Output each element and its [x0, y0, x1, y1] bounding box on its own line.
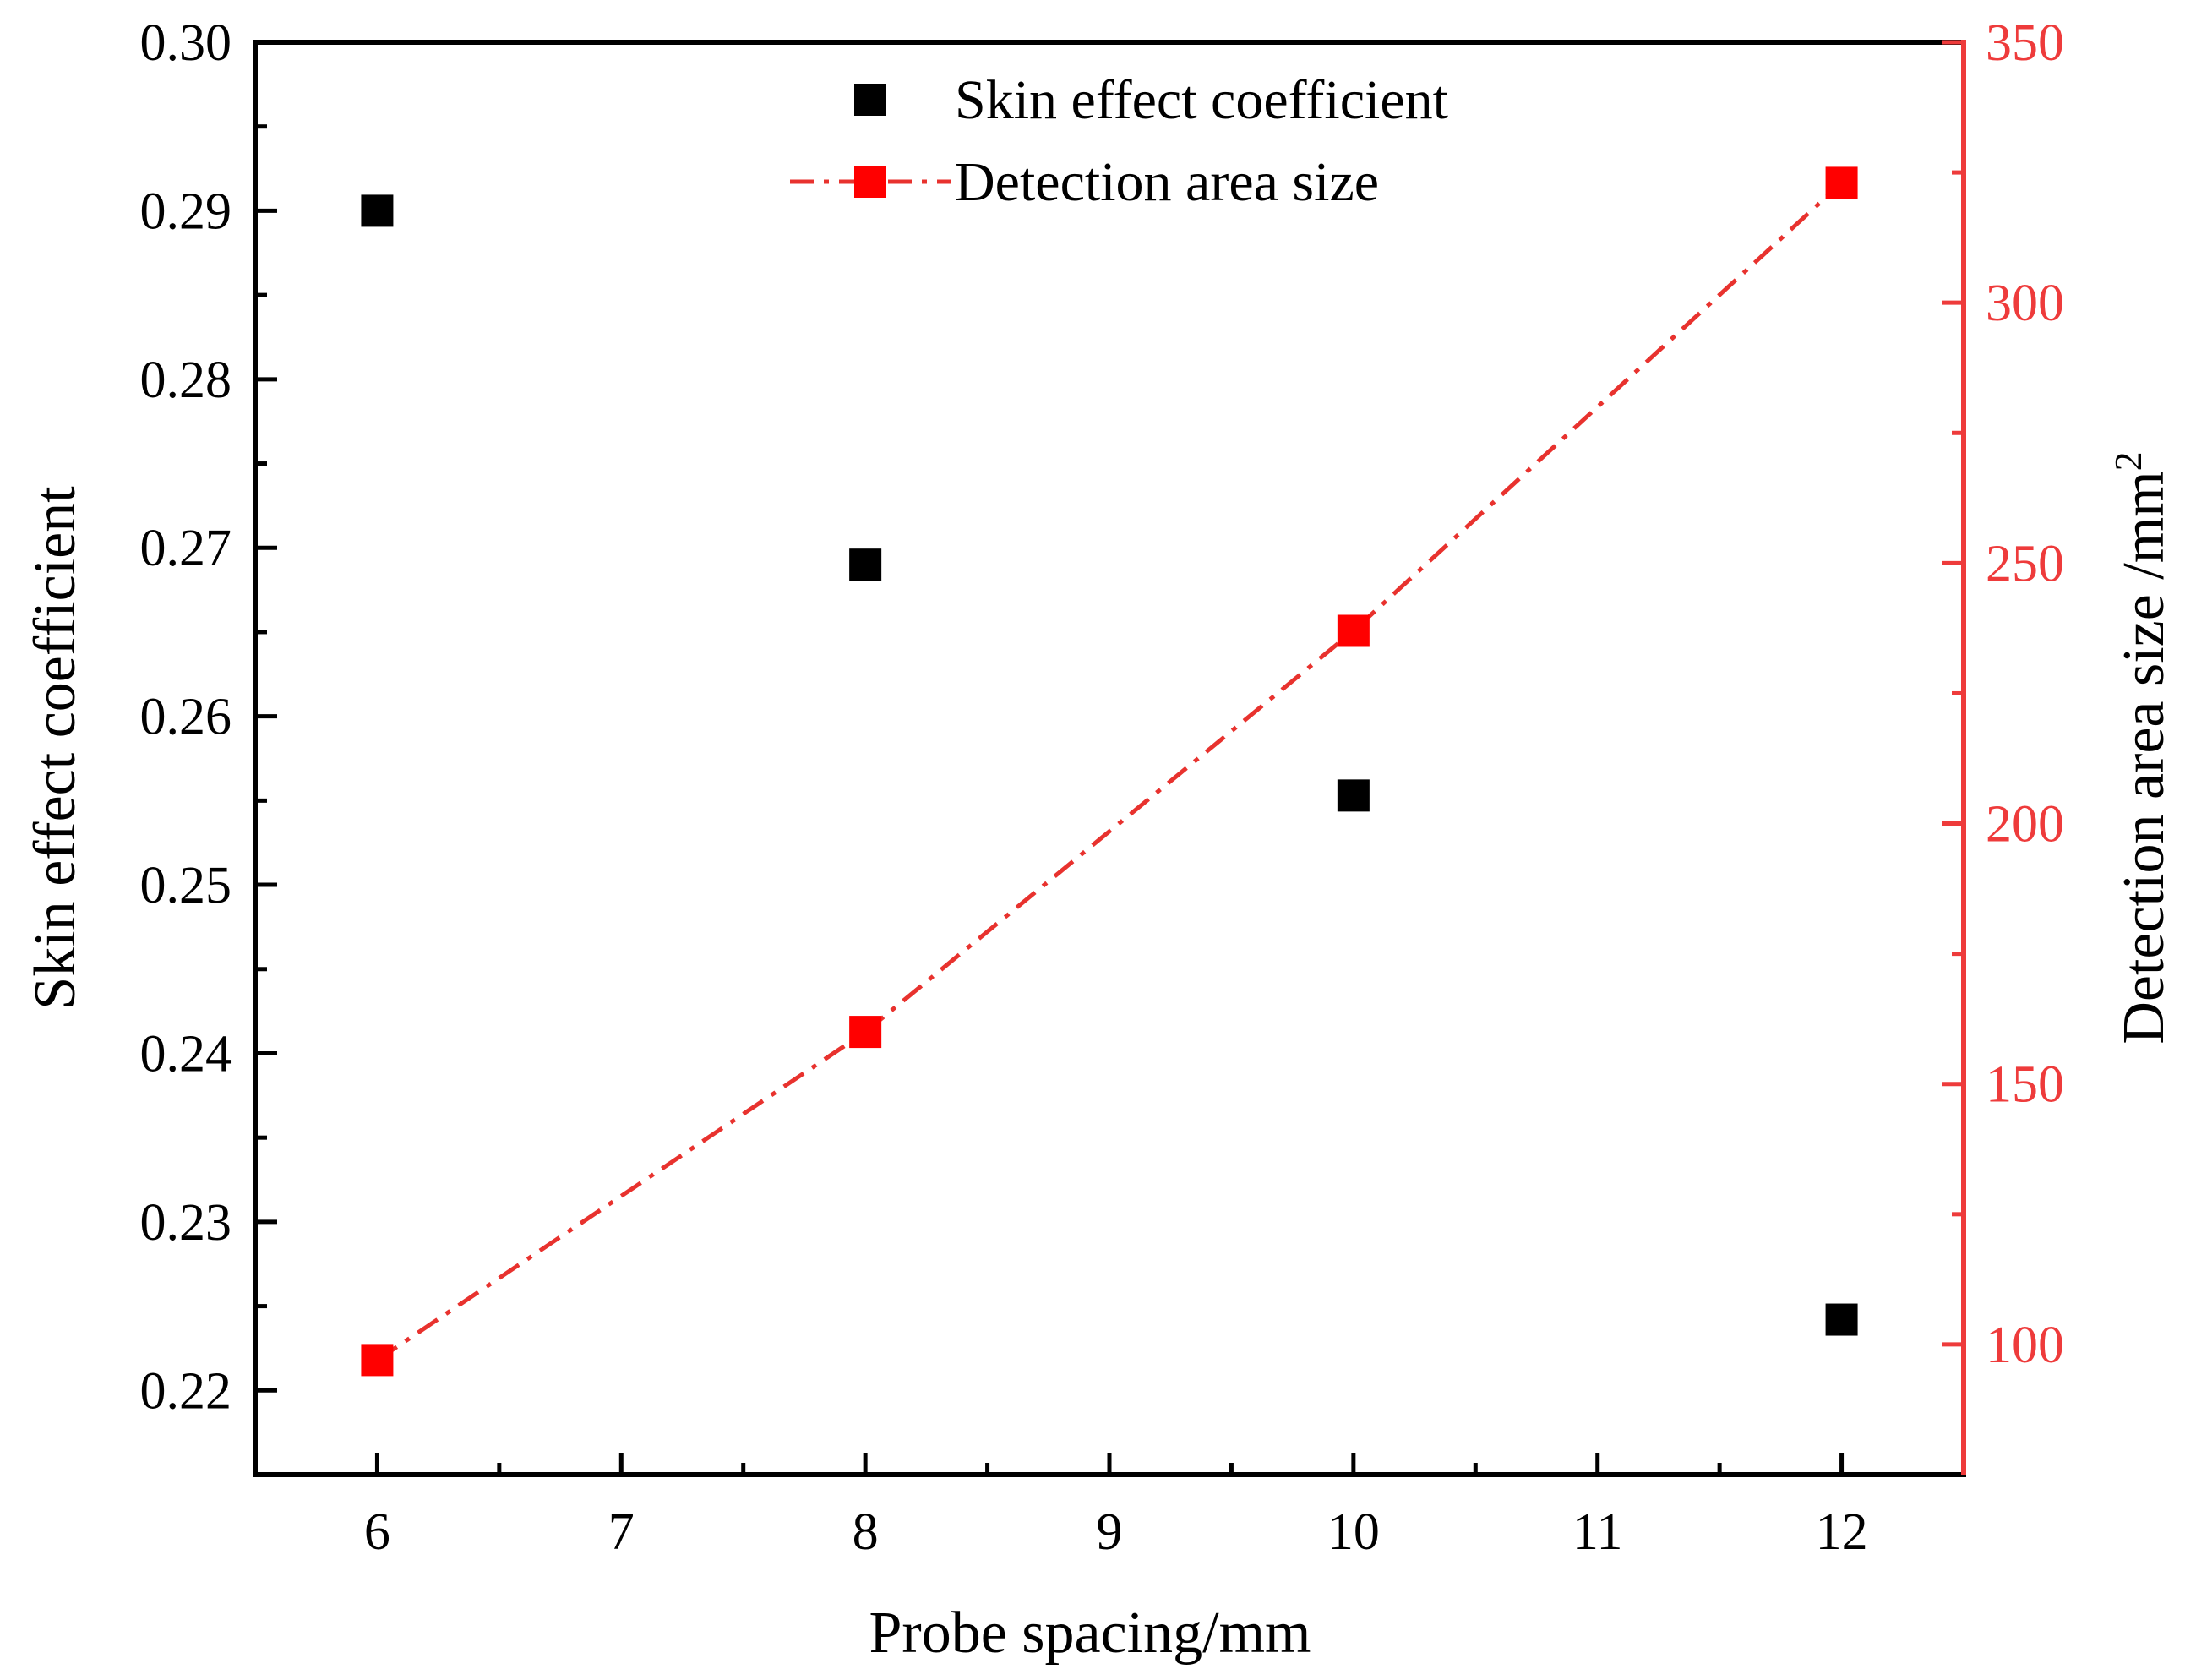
detection-area-point [849, 1016, 882, 1049]
x-tick-label: 9 [1097, 1503, 1123, 1561]
y-left-tick-label: 0.28 [140, 352, 232, 409]
y-left-tick-label: 0.27 [140, 520, 232, 577]
bottom-axis: 6 7 8 9 10 11 12 [364, 1453, 1868, 1561]
y-right-axis-title-base: Detection area size /mm [2112, 471, 2177, 1044]
y-right-tick-label: 300 [1986, 275, 2064, 332]
plot-frame [253, 40, 1966, 1477]
detection-area-point [1337, 614, 1370, 647]
detection-area-line [376, 181, 1844, 1362]
y-right-tick-label: 100 [1986, 1317, 2064, 1374]
legend: Skin effect coefficient Detection area si… [790, 69, 1448, 213]
y-left-tick-label: 0.25 [140, 857, 232, 914]
y-right-tick-label: 200 [1986, 796, 2064, 854]
x-tick-label: 6 [364, 1503, 390, 1561]
y-right-tick-label: 150 [1986, 1056, 2064, 1114]
legend-label-skin-effect: Skin effect coefficient [955, 69, 1448, 131]
right-axis: 100 150 200 250 300 350 [1942, 14, 2064, 1374]
legend-marker-detection-area [854, 166, 886, 198]
y-left-tick-label: 0.23 [140, 1194, 232, 1252]
y-left-axis-title: Skin effect coefficient [23, 486, 88, 1010]
y-left-tick-label: 0.24 [140, 1025, 232, 1083]
y-left-tick-label: 0.29 [140, 183, 232, 240]
x-tick-label: 10 [1327, 1503, 1380, 1561]
x-tick-label: 11 [1572, 1503, 1623, 1561]
skin-effect-point [849, 548, 882, 581]
x-axis-title: Probe spacing/mm [869, 1601, 1311, 1666]
detection-area-point [1825, 166, 1858, 199]
detection-area-point [361, 1344, 394, 1377]
y-left-tick-label: 0.30 [140, 14, 232, 72]
x-tick-label: 12 [1816, 1503, 1868, 1561]
legend-marker-skin-effect [854, 84, 886, 116]
skin-effect-point [1337, 779, 1370, 812]
skin-effect-point [361, 194, 394, 227]
y-right-axis-title: Detection area size /mm2 [2106, 451, 2177, 1044]
x-tick-label: 7 [608, 1503, 635, 1561]
legend-label-detection-area: Detection area size [955, 151, 1379, 213]
y-right-tick-label: 250 [1986, 535, 2064, 592]
y-right-tick-label: 350 [1986, 14, 2064, 72]
y-left-tick-label: 0.26 [140, 689, 232, 746]
x-tick-label: 8 [853, 1503, 879, 1561]
y-right-axis-title-superscript: 2 [2106, 451, 2150, 471]
skin-effect-point [1825, 1303, 1858, 1336]
left-axis: 0.22 0.23 0.24 0.25 0.26 0.27 0.28 0.29 0.30 [140, 14, 277, 1420]
series-layer [361, 166, 1858, 1377]
y-left-tick-label: 0.22 [140, 1362, 232, 1420]
